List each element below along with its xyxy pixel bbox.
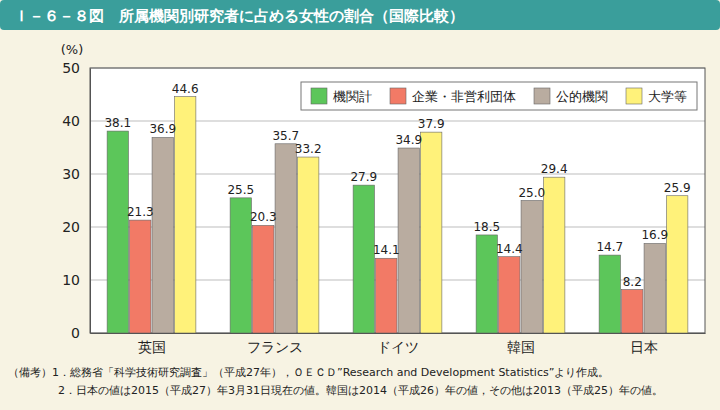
y-tick: 10: [62, 272, 90, 288]
plot-background: [90, 68, 705, 333]
note: （備考）1．総務省「科学技術研究調査」（平成27年），ＯＥＣＤ”Research…: [8, 366, 609, 379]
legend-label: 機関計: [333, 89, 372, 104]
data-label: 29.4: [541, 162, 568, 176]
bar: [622, 290, 643, 333]
legend-label: 公的機関: [556, 89, 608, 104]
x-tick: 韓国: [507, 333, 535, 355]
data-label: 20.3: [250, 210, 277, 224]
bar: [644, 243, 665, 333]
bar: [275, 144, 296, 333]
y-tick-label: 20: [62, 219, 80, 235]
bar: [599, 255, 620, 333]
data-label: 8.2: [623, 275, 642, 289]
legend-swatch: [390, 88, 406, 104]
title-banner: [0, 0, 720, 30]
legend-box: [301, 82, 697, 110]
x-tick-label: 英国: [138, 339, 166, 355]
data-label: 27.9: [350, 170, 377, 184]
bar: [107, 131, 128, 333]
data-label: 16.9: [641, 228, 668, 242]
legend-item: 企業・非営利団体: [390, 88, 516, 104]
y-tick: 20: [62, 219, 90, 235]
x-tick-label: フランス: [247, 339, 303, 355]
x-tick-label: ドイツ: [377, 339, 419, 355]
bar: [421, 132, 442, 333]
y-tick: 50: [62, 60, 90, 76]
legend-item: 大学等: [626, 88, 687, 104]
legend-swatch: [534, 88, 550, 104]
grid: [90, 68, 705, 333]
bar: [230, 198, 251, 333]
bar: [152, 137, 173, 333]
x-tick-label: 日本: [630, 339, 658, 355]
data-label: 14.7: [596, 240, 623, 254]
plot-frame: [90, 68, 705, 333]
y-tick-label: 0: [71, 325, 80, 341]
legend-swatch: [626, 88, 642, 104]
y-tick: 40: [62, 113, 90, 129]
y-tick-label: 50: [62, 60, 80, 76]
x-tick: 英国: [138, 333, 166, 355]
chart: Ｉ－６－８図 所属機関別研究者に占める女性の割合（国際比較） 0 10 20 30 40 5…: [0, 0, 720, 410]
data-label: 25.0: [518, 186, 545, 200]
bar: [253, 225, 274, 333]
data-label: 38.1: [104, 116, 131, 130]
legend-label: 大学等: [648, 89, 687, 104]
y-tick: 30: [62, 166, 90, 182]
plot: 0 10 20 30 40 50 英国 フランス ドイツ 韓国 日本 38.1 25.5 27.9 18.5…: [62, 60, 705, 355]
data-label: 18.5: [473, 220, 500, 234]
title: Ｉ－６－８図 所属機関別研究者に占める女性の割合（国際比較）: [14, 7, 464, 25]
data-label: 25.5: [227, 183, 254, 197]
legend-swatch: [311, 88, 327, 104]
bar: [476, 235, 497, 333]
y-tick-label: 10: [62, 272, 80, 288]
bar: [521, 201, 542, 334]
bar: [175, 97, 196, 333]
bar: [398, 148, 419, 333]
y-tick: 0: [71, 325, 90, 341]
y-tick-label: 30: [62, 166, 80, 182]
x-tick: 日本: [630, 333, 658, 355]
data-label: 33.2: [295, 142, 322, 156]
legend-label: 企業・非営利団体: [412, 89, 516, 104]
note: 2．日本の値は2015（平成27）年3月31日現在の値。韓国は2014（平成26…: [58, 384, 663, 397]
data-labels: 38.1 25.5 27.9 18.5 14.7 21.3 20.3 14.1 14.4 8.2 3…: [104, 82, 690, 289]
data-label: 35.7: [272, 129, 299, 143]
data-label: 14.4: [496, 242, 523, 256]
data-label: 34.9: [395, 133, 422, 147]
data-label: 37.9: [418, 117, 445, 131]
data-label: 14.1: [373, 243, 400, 257]
bar: [298, 157, 319, 333]
y-axis-title: (%): [61, 42, 84, 57]
bar: [353, 185, 374, 333]
legend: 機関計 企業・非営利団体 公的機関 大学等: [301, 82, 697, 110]
data-label: 21.3: [127, 205, 154, 219]
data-label: 25.9: [664, 181, 691, 195]
data-label: 36.9: [149, 122, 176, 136]
legend-item: 機関計: [311, 88, 372, 104]
y-axis: 0 10 20 30 40 50: [62, 60, 90, 341]
legend-item: 公的機関: [534, 88, 608, 104]
bar: [499, 257, 520, 333]
y-tick-label: 40: [62, 113, 80, 129]
x-tick: フランス: [247, 333, 303, 355]
x-axis: 英国 フランス ドイツ 韓国 日本: [91, 333, 706, 355]
x-tick-label: 韓国: [507, 339, 535, 355]
bar: [376, 258, 397, 333]
bar: [130, 220, 151, 333]
data-label: 44.6: [172, 82, 199, 96]
bars: [107, 97, 688, 333]
x-tick: ドイツ: [377, 333, 419, 355]
bar: [544, 177, 565, 333]
bar: [667, 196, 688, 333]
